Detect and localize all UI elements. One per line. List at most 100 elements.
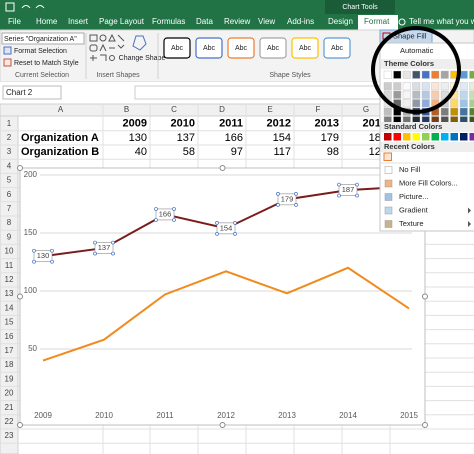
theme-swatch[interactable] [469, 99, 474, 108]
name-box-text[interactable]: Chart 2 [6, 88, 33, 97]
theme-swatch[interactable] [402, 90, 411, 99]
change-shape-icon[interactable] [132, 35, 147, 51]
standard-swatch[interactable] [422, 133, 430, 141]
ribbon-tab[interactable]: Add-ins [287, 17, 314, 26]
theme-swatch[interactable] [440, 82, 449, 91]
redo-icon[interactable] [35, 5, 45, 9]
theme-swatch[interactable] [383, 107, 392, 116]
data-label-box[interactable] [277, 193, 297, 206]
chart-handle[interactable] [17, 165, 23, 171]
shape-style-label[interactable]: Abc [299, 45, 312, 52]
undo-icon[interactable] [21, 5, 31, 9]
shape-style[interactable] [195, 37, 223, 59]
menu-item[interactable]: Gradient [399, 205, 429, 214]
theme-swatch[interactable] [412, 82, 421, 91]
theme-swatch[interactable] [450, 107, 459, 116]
series-selector[interactable]: Series "Organization A" [4, 36, 77, 43]
chart-handle[interactable] [219, 422, 226, 428]
reset-style[interactable]: Reset to Match Style [14, 60, 79, 67]
theme-swatch[interactable] [421, 82, 430, 91]
shape-style[interactable] [323, 37, 351, 59]
theme-swatch[interactable] [412, 70, 421, 79]
automatic[interactable]: Automatic [400, 46, 434, 55]
theme-swatch[interactable] [402, 99, 411, 108]
recent-swatch[interactable] [383, 152, 392, 161]
theme-swatch[interactable] [402, 82, 411, 91]
theme-swatch[interactable] [393, 90, 402, 99]
chart-area[interactable] [19, 167, 426, 426]
ribbon-tab[interactable]: Page Layout [99, 17, 145, 26]
standard-swatch[interactable] [450, 133, 459, 141]
theme-swatch[interactable] [459, 99, 468, 108]
shape-style[interactable] [259, 37, 287, 59]
theme-swatch[interactable] [383, 90, 392, 99]
theme-swatch[interactable] [383, 82, 392, 91]
name-box[interactable] [2, 85, 62, 100]
ribbon-tab[interactable]: Design [328, 17, 353, 26]
ribbon-tab[interactable]: Insert [68, 17, 89, 26]
standard-swatch[interactable] [384, 133, 392, 141]
standard-swatch[interactable] [469, 133, 474, 141]
series-line[interactable] [42, 266, 410, 362]
theme-swatch[interactable] [450, 99, 459, 108]
standard-swatch[interactable] [441, 133, 449, 141]
theme-swatch[interactable] [431, 82, 440, 91]
data-label-box[interactable] [33, 250, 53, 262]
theme-swatch[interactable] [459, 90, 468, 99]
save-icon[interactable] [5, 2, 15, 12]
menu-item[interactable]: More Fill Colors... [399, 178, 458, 187]
menu-item[interactable]: No Fill [399, 165, 421, 174]
shape-fill-label[interactable]: Shape Fill [393, 31, 427, 40]
menu-item[interactable]: Texture [399, 219, 424, 228]
series-dropdown[interactable] [1, 32, 85, 45]
shape-style[interactable] [163, 37, 191, 59]
ribbon-tab[interactable]: Home [36, 17, 58, 26]
shape-style-label[interactable]: Abc [203, 45, 216, 52]
shape-style[interactable] [291, 37, 319, 59]
theme-swatch[interactable] [402, 70, 411, 79]
chart-handle[interactable] [17, 422, 23, 428]
theme-swatch[interactable] [459, 70, 468, 79]
theme-swatch[interactable] [421, 90, 430, 99]
data-label-box[interactable] [216, 222, 236, 235]
ribbon-tab[interactable]: Data [196, 17, 213, 26]
data-label-box[interactable] [338, 184, 358, 196]
theme-swatch[interactable] [469, 107, 474, 116]
chart-handle[interactable] [219, 165, 226, 171]
shape-style[interactable] [227, 37, 255, 59]
ribbon-tab[interactable]: Formulas [152, 17, 185, 26]
theme-swatch[interactable] [421, 70, 430, 79]
ribbon-tab[interactable]: View [258, 17, 275, 26]
standard-swatch[interactable] [431, 133, 440, 141]
data-label-box[interactable] [155, 208, 175, 221]
theme-swatch[interactable] [459, 82, 468, 91]
chart-handle[interactable] [422, 293, 428, 300]
chart-handle[interactable] [17, 293, 23, 300]
theme-swatch[interactable] [469, 70, 474, 79]
shape-style-label[interactable]: Abc [171, 45, 184, 52]
theme-swatch[interactable] [412, 99, 421, 108]
ribbon-tab[interactable]: File [8, 17, 21, 26]
shape-style-label[interactable]: Abc [331, 45, 344, 52]
theme-swatch[interactable] [383, 70, 392, 79]
theme-swatch[interactable] [393, 70, 402, 79]
shape-style-label[interactable]: Abc [267, 45, 280, 52]
ribbon-tab[interactable]: Format [364, 17, 390, 26]
theme-swatch[interactable] [431, 90, 440, 99]
menu-item[interactable]: Picture... [399, 192, 429, 201]
format-selection[interactable]: Format Selection [14, 48, 67, 55]
standard-swatch[interactable] [393, 133, 402, 141]
theme-swatch[interactable] [421, 99, 430, 108]
theme-swatch[interactable] [469, 90, 474, 99]
theme-swatch[interactable] [412, 90, 421, 99]
shape-style-label[interactable]: Abc [235, 45, 248, 52]
chart-handle[interactable] [422, 422, 428, 428]
theme-swatch[interactable] [459, 107, 468, 116]
tell-me[interactable]: Tell me what you want to do [409, 17, 474, 26]
theme-swatch[interactable] [393, 82, 402, 91]
theme-swatch[interactable] [440, 107, 449, 116]
change-shape[interactable]: Change Shape [119, 55, 166, 62]
theme-swatch[interactable] [440, 70, 449, 79]
ribbon-tab[interactable]: Review [224, 17, 250, 26]
shape-gallery[interactable] [89, 33, 125, 61]
